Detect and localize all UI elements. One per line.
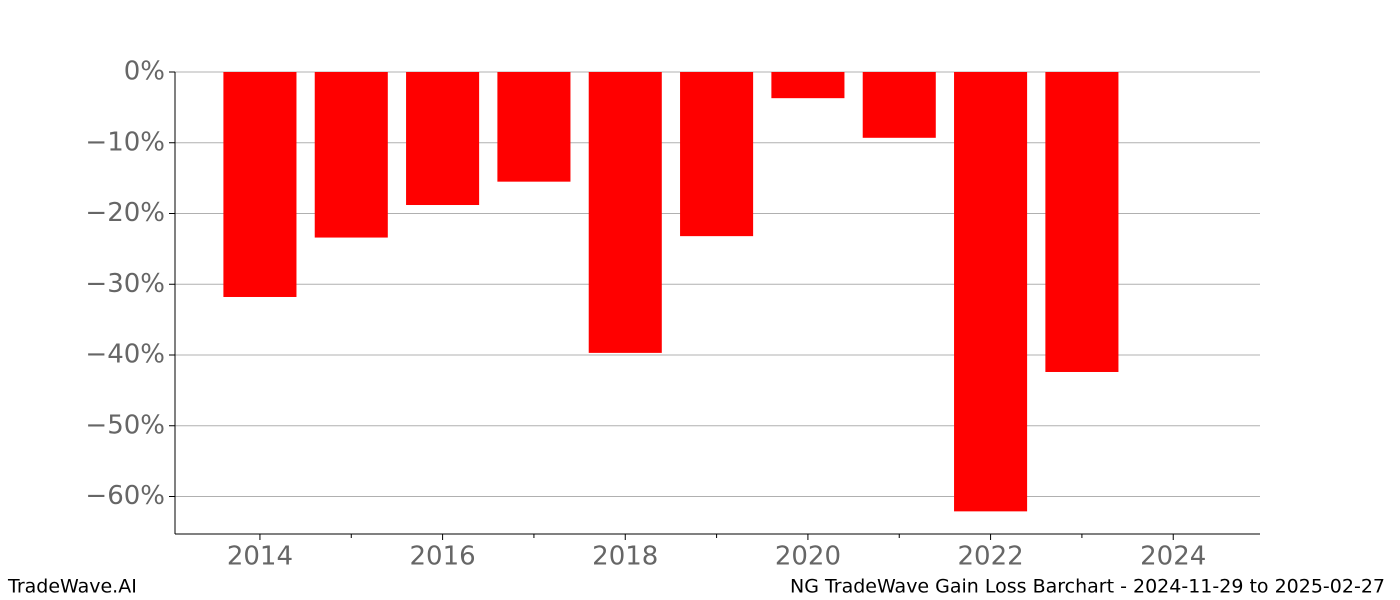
bar	[680, 72, 754, 237]
bar	[771, 72, 845, 99]
y-tick-label: −30%	[85, 269, 165, 299]
bar	[954, 72, 1028, 512]
x-tick-label: 2024	[1140, 542, 1206, 572]
y-tick-label: −50%	[85, 410, 165, 440]
x-tick-label: 2018	[592, 542, 658, 572]
y-tick-label: −60%	[85, 481, 165, 511]
x-tick-label: 2020	[775, 542, 841, 572]
x-tick-label: 2022	[957, 542, 1023, 572]
bar	[1045, 72, 1119, 372]
y-tick-label: 0%	[124, 57, 165, 87]
y-tick-label: −20%	[85, 198, 165, 228]
y-tick-label: −10%	[85, 127, 165, 157]
bar	[497, 72, 571, 182]
x-tick-label: 2016	[410, 542, 476, 572]
x-tick-label: 2014	[227, 542, 293, 572]
bar	[588, 72, 662, 353]
bar	[862, 72, 936, 138]
chart-title: NG TradeWave Gain Loss Barchart - 2024-1…	[790, 576, 1385, 598]
bar	[406, 72, 480, 206]
source-label: TradeWave.AI	[7, 576, 137, 598]
bar	[223, 72, 297, 297]
bar	[314, 72, 388, 238]
y-tick-label: −40%	[85, 340, 165, 370]
